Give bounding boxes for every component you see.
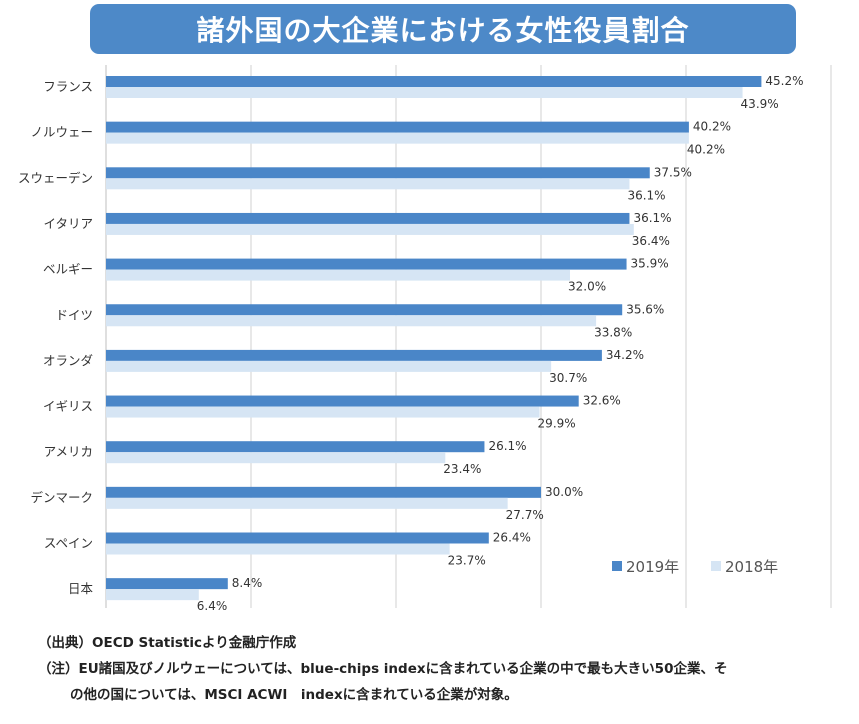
- title-banner: 諸外国の大企業における女性役員割合: [90, 4, 796, 54]
- bar-2018: [106, 315, 597, 327]
- bar-2019: [106, 441, 485, 453]
- category-label: アメリカ: [44, 444, 93, 459]
- data-label: 35.6%: [626, 302, 664, 316]
- chart-title: 諸外国の大企業における女性役員割合: [196, 14, 690, 47]
- data-label: 43.9%: [741, 97, 779, 111]
- category-label: ベルギー: [43, 262, 93, 277]
- data-label: 23.7%: [448, 554, 486, 568]
- bar-2018: [106, 269, 570, 281]
- data-label: 26.1%: [488, 439, 526, 453]
- data-label: 33.8%: [594, 325, 632, 339]
- bar-2019: [106, 304, 623, 316]
- bar-2019: [106, 258, 627, 270]
- source-note: （出典）OECD Statisticより金融庁作成: [38, 635, 297, 651]
- bar-2018: [106, 360, 552, 372]
- data-label: 30.7%: [549, 371, 587, 385]
- bar-2019: [106, 76, 762, 87]
- bar-2019: [106, 532, 489, 544]
- bar-2018: [106, 589, 199, 601]
- bar-2018: [106, 87, 743, 98]
- bar-2018: [106, 223, 634, 235]
- notes: （出典）OECD Statisticより金融庁作成 （注）EU諸国及びノルウェー…: [38, 630, 853, 708]
- category-label: ドイツ: [55, 307, 93, 322]
- data-label: 30.0%: [545, 485, 583, 499]
- data-label: 36.1%: [627, 188, 665, 202]
- bar-2018: [106, 178, 630, 190]
- bar-2019: [106, 121, 689, 133]
- data-label: 32.6%: [583, 394, 621, 408]
- category-label: イギリス: [43, 399, 93, 414]
- bar-2019: [106, 167, 650, 179]
- bar-2018: [106, 132, 689, 144]
- data-label: 45.2%: [765, 74, 803, 88]
- bar-2018: [106, 543, 450, 555]
- category-label: スペイン: [44, 536, 93, 551]
- data-label: 27.7%: [506, 508, 544, 522]
- category-label: ノルウェー: [30, 125, 93, 140]
- category-label: デンマーク: [30, 490, 93, 505]
- category-label: イタリア: [43, 216, 93, 231]
- data-label: 23.4%: [443, 462, 481, 476]
- data-label: 8.4%: [232, 576, 262, 590]
- bar-2019: [106, 212, 630, 224]
- bar-chart: フランス 45.2% 43.9% ノルウェー 40.2% 40.2% スウェーデン 37.5%…: [18, 65, 832, 613]
- legend-swatch: [612, 561, 622, 571]
- category-label: 日本: [68, 581, 94, 596]
- footnote-line-1: （注）EU諸国及びノルウェーについては、blue-chips indexに含まれ…: [38, 661, 728, 677]
- data-label: 36.4%: [632, 234, 670, 248]
- data-label: 26.4%: [493, 531, 531, 545]
- data-label: 29.9%: [538, 417, 576, 431]
- legend-label: 2019年: [626, 558, 679, 576]
- data-label: 40.2%: [687, 143, 725, 157]
- bar-2019: [106, 578, 228, 590]
- bar-2018: [106, 406, 540, 418]
- footnote-line-2: の他の国については、MSCI ACWI indexに含まれている企業が対象。: [70, 687, 518, 703]
- category-label: オランダ: [43, 353, 93, 368]
- category-label: フランス: [43, 79, 93, 94]
- data-label: 6.4%: [197, 599, 228, 613]
- legend-label: 2018年: [725, 558, 778, 576]
- data-label: 34.2%: [606, 348, 644, 362]
- data-label: 32.0%: [568, 280, 606, 294]
- data-label: 36.1%: [633, 211, 671, 225]
- bar-2019: [106, 349, 602, 361]
- bar-2018: [106, 497, 508, 509]
- bar-2019: [106, 486, 541, 498]
- bar-2019: [106, 395, 579, 407]
- data-label: 35.9%: [631, 257, 669, 271]
- data-label: 37.5%: [654, 165, 692, 179]
- bar-2018: [106, 452, 446, 464]
- category-label: スウェーデン: [18, 170, 93, 185]
- data-label: 40.2%: [693, 120, 731, 134]
- legend-swatch: [711, 561, 721, 571]
